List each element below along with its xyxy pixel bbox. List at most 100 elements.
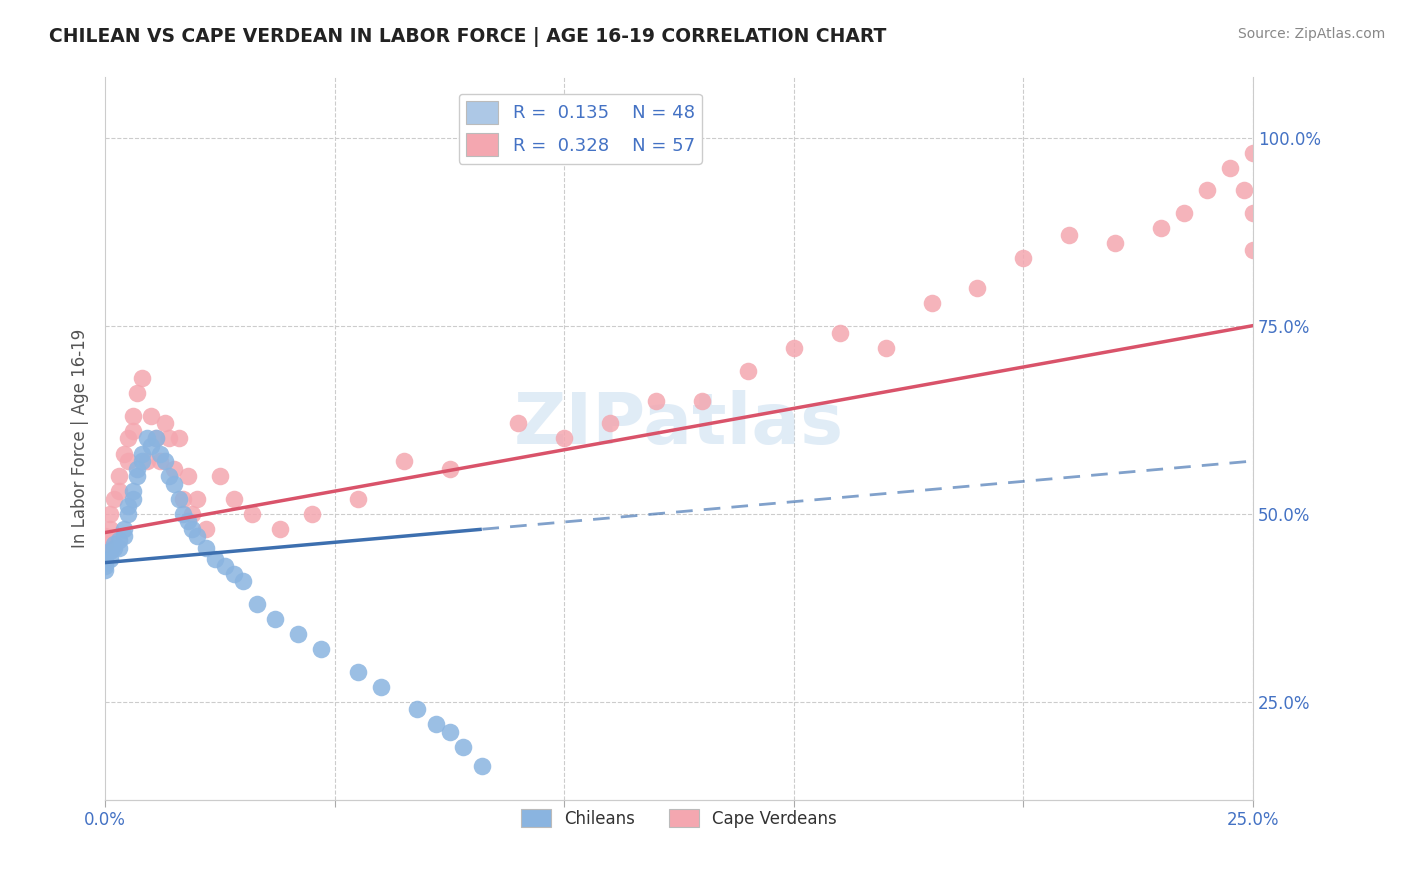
Point (370, 680, 392, 694)
Point (553, 432, 575, 446)
Point (1057, 228, 1080, 243)
Point (121, 409, 143, 423)
Point (94, 529, 117, 543)
Point (690, 393, 713, 408)
Point (875, 341, 897, 355)
Point (921, 296, 943, 310)
Point (149, 454, 172, 468)
Text: Source: ZipAtlas.com: Source: ZipAtlas.com (1237, 27, 1385, 41)
Point (1195, 183, 1218, 197)
Point (1173, 206, 1195, 220)
Point (131, 371, 153, 385)
Point (145, 432, 167, 446)
Point (121, 484, 143, 499)
Point (94, 563, 117, 577)
Point (828, 326, 851, 341)
Point (195, 522, 218, 536)
Text: ZIPatlas: ZIPatlas (515, 390, 844, 458)
Point (1219, 161, 1241, 175)
Point (599, 417, 621, 431)
Point (1150, 220, 1173, 235)
Point (167, 491, 190, 506)
Point (214, 559, 236, 574)
Point (117, 454, 139, 468)
Point (103, 537, 125, 551)
Legend: Chileans, Cape Verdeans: Chileans, Cape Verdeans (515, 803, 844, 835)
Point (269, 522, 291, 536)
Point (167, 432, 190, 446)
Point (117, 507, 139, 521)
Point (94, 551, 117, 566)
Point (172, 491, 194, 506)
Point (222, 566, 245, 581)
Point (232, 574, 254, 589)
Point (508, 417, 530, 431)
Point (103, 541, 125, 555)
Point (783, 341, 806, 355)
Point (177, 469, 200, 483)
Point (287, 627, 309, 641)
Point (127, 461, 149, 475)
Point (117, 432, 139, 446)
Point (127, 386, 149, 401)
Point (425, 717, 447, 731)
Point (121, 424, 143, 438)
Point (112, 446, 135, 460)
Point (163, 461, 186, 475)
Point (645, 393, 668, 408)
Point (145, 432, 167, 446)
Text: CHILEAN VS CAPE VERDEAN IN LABOR FORCE | AGE 16-19 CORRELATION CHART: CHILEAN VS CAPE VERDEAN IN LABOR FORCE |… (49, 27, 887, 46)
Point (181, 507, 204, 521)
Point (112, 529, 135, 543)
Point (439, 724, 461, 739)
Point (131, 454, 153, 468)
Point (406, 702, 429, 716)
Point (98, 544, 121, 558)
Point (186, 529, 208, 543)
Point (112, 522, 135, 536)
Point (1241, 244, 1264, 258)
Point (127, 469, 149, 483)
Point (163, 476, 186, 491)
Point (131, 446, 153, 460)
Point (439, 461, 461, 475)
Point (159, 469, 181, 483)
Point (204, 551, 226, 566)
Point (172, 507, 194, 521)
Point (177, 514, 200, 528)
Point (451, 739, 474, 754)
Y-axis label: In Labor Force | Age 16-19: In Labor Force | Age 16-19 (72, 329, 89, 548)
Point (153, 417, 176, 431)
Point (117, 499, 139, 513)
Point (135, 432, 157, 446)
Point (195, 541, 218, 555)
Point (186, 491, 208, 506)
Point (301, 507, 323, 521)
Point (1012, 251, 1035, 265)
Point (159, 432, 181, 446)
Point (264, 612, 287, 626)
Point (1104, 235, 1126, 250)
Point (94, 559, 117, 574)
Point (108, 533, 131, 547)
Point (737, 364, 759, 378)
Point (139, 409, 162, 423)
Point (135, 454, 157, 468)
Point (98, 522, 121, 536)
Point (94, 556, 117, 570)
Point (149, 446, 172, 460)
Point (346, 665, 368, 679)
Point (94, 537, 117, 551)
Point (181, 522, 204, 536)
Point (346, 491, 368, 506)
Point (246, 597, 269, 611)
Point (103, 491, 125, 506)
Point (108, 541, 131, 555)
Point (139, 439, 162, 453)
Point (1233, 183, 1256, 197)
Point (108, 484, 131, 499)
Point (108, 469, 131, 483)
Point (222, 491, 245, 506)
Point (966, 281, 988, 295)
Point (309, 642, 332, 657)
